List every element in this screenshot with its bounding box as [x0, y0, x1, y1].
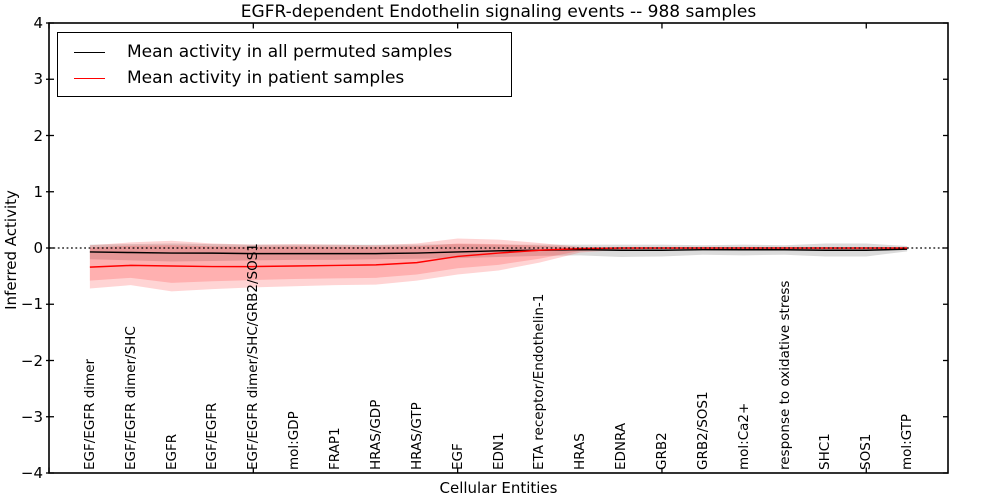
x-axis-title: Cellular Entities [439, 479, 558, 497]
x-tick-label: mol:GDP [286, 411, 303, 470]
x-tick-label: HRAS/GTP [408, 402, 425, 470]
x-tick-label: EDN1 [490, 432, 507, 470]
x-tick-label: response to oxidative stress [776, 280, 793, 470]
x-tick-label: EGF/EGFR dimer/SHC/GRB2/SOS1 [245, 243, 262, 470]
y-tick-label: −3 [20, 407, 43, 426]
x-tick-label: EGF/EGFR dimer/SHC [122, 326, 139, 470]
legend: Mean activity in all permuted samples Me… [57, 32, 512, 97]
x-tick-label: EGF/EGFR dimer [81, 358, 98, 470]
y-tick-label: 3 [33, 70, 43, 89]
series-1-band-0 [89, 238, 908, 292]
legend-label-permuted: Mean activity in all permuted samples [127, 42, 453, 62]
chart-title: EGFR-dependent Endothelin signaling even… [240, 2, 757, 22]
y-tick-label: 0 [33, 239, 43, 257]
x-tick-label: SOS1 [858, 433, 875, 470]
series-0-line [89, 248, 908, 255]
legend-label-patient: Mean activity in patient samples [127, 68, 405, 88]
x-tick-label: SHC1 [817, 433, 834, 470]
x-tick-label: EGFR [163, 433, 180, 470]
y-tick-label: −2 [20, 351, 43, 370]
x-tick-label: GRB2/SOS1 [694, 391, 711, 470]
x-tick-label: HRAS [572, 433, 589, 470]
x-tick-label: EGF/EGFR [204, 402, 221, 470]
x-tick-label: FRAP1 [327, 427, 344, 470]
x-tick-label: ETA receptor/Endothelin-1 [531, 293, 548, 470]
y-tick-label: 2 [33, 126, 43, 145]
y-tick-label: −4 [20, 464, 43, 482]
patient-line-sample-icon [74, 77, 105, 79]
x-tick-label: mol:Ca2+ [735, 402, 752, 470]
x-tick-label: EGF [449, 443, 466, 470]
x-tick-label: mol:GTP [899, 413, 916, 470]
legend-entry-permuted: Mean activity in all permuted samples [58, 39, 511, 65]
x-tick-label: EDNRA [613, 422, 630, 470]
permuted-line-sample-icon [74, 51, 105, 53]
y-tick-label: 4 [33, 14, 43, 32]
y-axis-title: Inferred Activity [2, 190, 20, 310]
y-tick-label: 1 [33, 182, 43, 201]
legend-entry-patient: Mean activity in patient samples [58, 65, 511, 91]
x-tick-label: GRB2 [653, 432, 670, 470]
y-tick-label: −1 [20, 295, 43, 314]
x-tick-label: HRAS/GDP [367, 399, 384, 470]
